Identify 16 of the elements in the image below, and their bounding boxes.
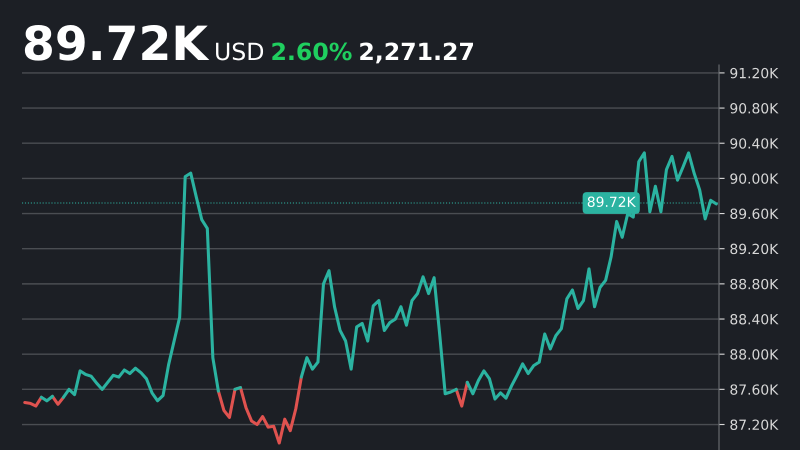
y-tick-label: 87.20K bbox=[730, 419, 779, 430]
y-tick-label: 89.60K bbox=[730, 208, 779, 220]
y-tick-label: 88.00K bbox=[730, 349, 779, 360]
y-tick-label: 89.20K bbox=[730, 244, 779, 254]
y-tick-label: 87.60K bbox=[730, 384, 779, 395]
y-tick-label: 88.40K bbox=[730, 314, 779, 325]
y-tick-label: 90.80K bbox=[730, 103, 779, 114]
text: 2,271.27 bbox=[360, 42, 474, 64]
ref-line-label: 89.72K bbox=[588, 196, 636, 208]
chart-title: 89.72K bbox=[24, 24, 210, 61]
y-tick-label: 88.80K bbox=[730, 278, 779, 290]
y-tick-label: 90.40K bbox=[730, 138, 779, 149]
chart-subtitle: USD bbox=[216, 42, 264, 60]
y-tick-label: 90.00K bbox=[730, 173, 779, 184]
text: 2.60% bbox=[272, 42, 352, 60]
y-tick-label: 91.20K bbox=[730, 68, 779, 78]
